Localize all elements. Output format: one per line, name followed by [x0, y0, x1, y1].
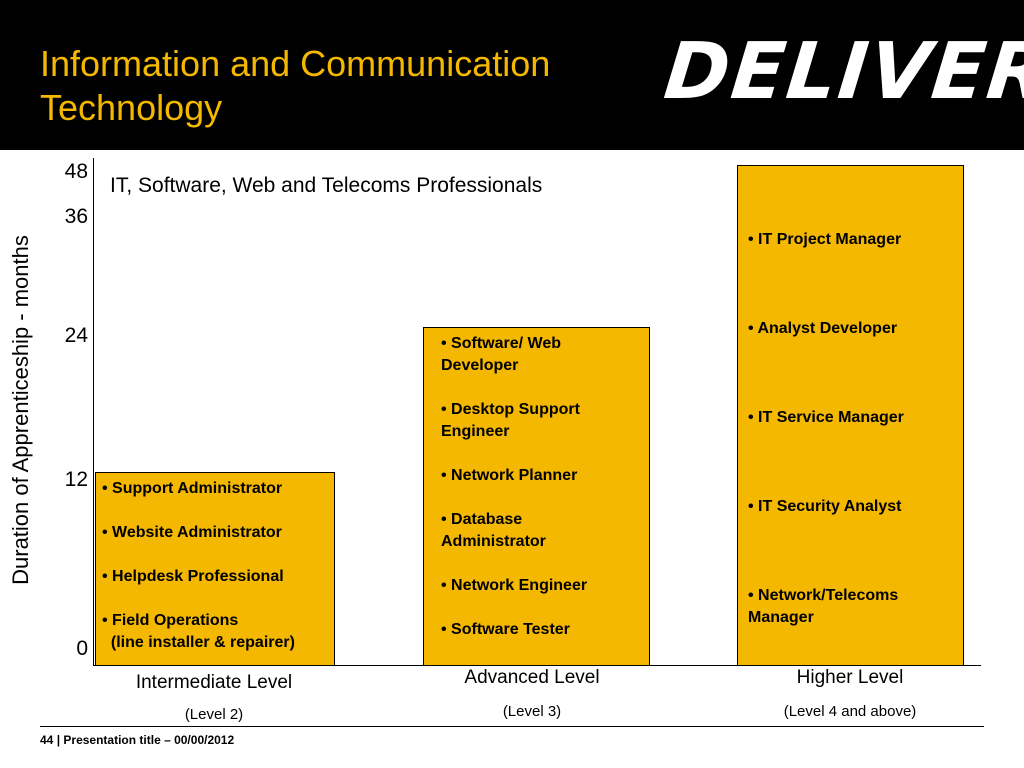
- bar-item: • Website Administrator: [102, 524, 282, 541]
- bar-higher: [737, 165, 964, 666]
- x-category-intermediate: Intermediate Level: [135, 672, 293, 693]
- bar-item: • IT Security Analyst: [748, 498, 902, 515]
- y-tick-24: 24: [64, 324, 88, 347]
- logo-text: DELIVER: [660, 27, 1024, 117]
- y-tick-36: 36: [64, 205, 88, 228]
- footer-rule: [40, 726, 984, 727]
- bar-item: • IT Project Manager: [748, 231, 902, 248]
- y-tick-12: 12: [64, 468, 88, 491]
- bar-advanced-items: • Software/ Web Developer • Desktop Supp…: [441, 333, 646, 641]
- slide-title-line2: Technology: [40, 87, 223, 128]
- bar-item: • Software/ Web Developer: [441, 335, 561, 374]
- deliver-logo: DELIVER: [660, 18, 1024, 126]
- y-tick-48: 48: [64, 160, 88, 183]
- x-subcategory-higher: (Level 4 and above): [783, 703, 917, 720]
- bar-higher-items: • IT Project Manager • Analyst Developer…: [748, 229, 960, 629]
- bar-intermediate-items: • Support Administrator • Website Admini…: [102, 478, 334, 654]
- x-category-advanced: Advanced Level: [464, 667, 600, 688]
- page-number: 44: [40, 733, 54, 747]
- x-category-higher: Higher Level: [796, 667, 904, 688]
- footer-separator: |: [53, 733, 64, 747]
- y-axis-label: Duration of Apprenticeship - months: [8, 235, 33, 585]
- bar-item: • Network Planner: [441, 467, 578, 484]
- y-tick-0: 0: [76, 637, 88, 660]
- slide-title: Information and Communication Technology: [40, 42, 640, 130]
- bar-item: • Network/Telecoms Manager: [748, 587, 899, 626]
- x-subcategory-intermediate: (Level 2): [184, 706, 244, 723]
- bar-item: • Database Administrator: [441, 511, 546, 550]
- bar-item: • Support Administrator: [102, 480, 283, 497]
- bar-item: • Helpdesk Professional: [102, 568, 284, 585]
- slide-title-line1: Information and Communication: [40, 43, 551, 84]
- bar-item: • Analyst Developer: [748, 320, 898, 337]
- y-axis-line: [93, 158, 94, 666]
- footer: 44 | Presentation title – 00/00/2012: [40, 733, 234, 747]
- header-band: Information and Communication Technology…: [0, 0, 1024, 150]
- bar-advanced: [423, 327, 650, 666]
- bar-item: • Field Operations (line installer & rep…: [102, 612, 295, 651]
- bar-item: • Network Engineer: [441, 577, 588, 594]
- bar-item: • Desktop Support Engineer: [441, 401, 580, 440]
- bar-item: • Software Tester: [441, 621, 570, 638]
- x-subcategory-advanced: (Level 3): [502, 703, 562, 720]
- bar-item: • IT Service Manager: [748, 409, 904, 426]
- chart-title: IT, Software, Web and Telecoms Professio…: [110, 174, 543, 197]
- footer-text: Presentation title – 00/00/2012: [63, 733, 235, 747]
- bar-intermediate: [95, 472, 335, 666]
